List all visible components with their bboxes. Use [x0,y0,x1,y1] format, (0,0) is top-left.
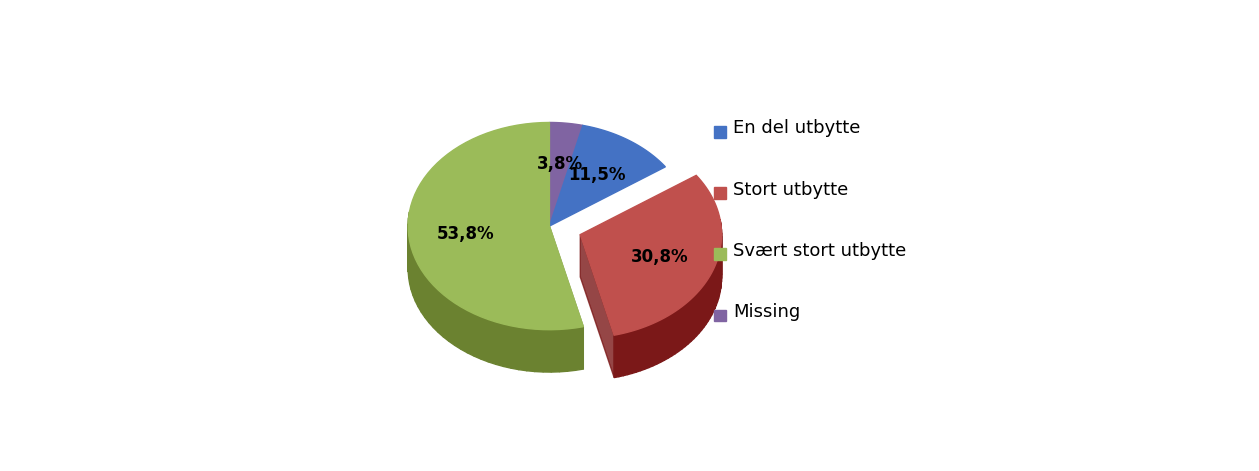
Polygon shape [443,295,449,341]
Text: En del utbytte: En del utbytte [733,119,860,138]
Polygon shape [415,259,418,307]
Polygon shape [618,333,623,377]
Polygon shape [438,290,443,337]
Polygon shape [627,331,632,374]
Polygon shape [710,273,711,318]
Polygon shape [433,285,438,333]
Text: 11,5%: 11,5% [569,166,626,184]
Polygon shape [694,293,696,339]
Polygon shape [568,328,575,371]
Polygon shape [636,328,641,372]
Polygon shape [623,332,627,376]
Polygon shape [543,330,551,372]
Polygon shape [681,304,685,349]
FancyBboxPatch shape [714,249,726,260]
Polygon shape [454,303,461,349]
Polygon shape [687,299,691,344]
Polygon shape [413,253,415,301]
Polygon shape [412,247,413,296]
Polygon shape [488,319,496,365]
Polygon shape [645,325,648,369]
Polygon shape [511,326,519,370]
Polygon shape [575,327,583,370]
Polygon shape [669,314,671,358]
Text: 30,8%: 30,8% [631,247,689,266]
Polygon shape [696,291,699,336]
Polygon shape [535,329,543,372]
Polygon shape [652,322,657,366]
Polygon shape [711,269,714,315]
Text: 53,8%: 53,8% [437,225,494,243]
Polygon shape [679,307,681,351]
Polygon shape [461,307,467,353]
FancyBboxPatch shape [714,187,726,199]
Polygon shape [685,302,687,347]
Polygon shape [496,322,504,366]
Polygon shape [429,280,433,328]
FancyBboxPatch shape [714,310,726,322]
Polygon shape [706,279,708,325]
Polygon shape [559,329,568,372]
Polygon shape [549,226,583,369]
Polygon shape [671,311,675,356]
Polygon shape [675,309,679,354]
Polygon shape [714,266,715,312]
Text: Svært stort utbytte: Svært stort utbytte [733,242,906,260]
Polygon shape [580,235,614,378]
Polygon shape [691,296,694,341]
Polygon shape [701,285,704,330]
Polygon shape [632,330,636,374]
Polygon shape [418,264,422,312]
Text: Stort utbytte: Stort utbytte [733,180,849,199]
Polygon shape [549,122,583,226]
Polygon shape [481,317,488,362]
Polygon shape [708,276,710,321]
Polygon shape [422,270,426,317]
Polygon shape [657,320,661,364]
Polygon shape [504,324,511,368]
Polygon shape [648,324,652,368]
Polygon shape [665,316,669,360]
Polygon shape [551,329,559,372]
FancyBboxPatch shape [714,126,726,138]
Polygon shape [715,263,716,309]
Polygon shape [699,288,701,333]
Polygon shape [408,122,583,330]
Polygon shape [580,175,721,335]
Polygon shape [467,310,475,356]
Polygon shape [409,242,412,290]
Polygon shape [614,334,618,378]
Polygon shape [449,299,454,346]
Text: Missing: Missing [733,303,801,321]
Polygon shape [661,318,665,362]
Text: 3,8%: 3,8% [536,155,583,173]
Polygon shape [641,327,645,371]
Polygon shape [528,328,535,372]
Polygon shape [519,327,528,371]
Polygon shape [426,275,429,323]
Polygon shape [704,282,706,327]
Polygon shape [549,125,665,226]
Polygon shape [475,314,481,359]
